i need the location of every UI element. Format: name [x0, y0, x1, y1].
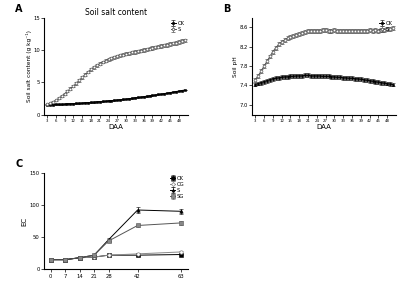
- Text: B: B: [224, 4, 231, 14]
- Legend: CK, S: CK, S: [378, 20, 393, 33]
- Legend: CK, S: CK, S: [170, 20, 185, 33]
- Y-axis label: Soil pH: Soil pH: [233, 56, 238, 77]
- Text: A: A: [15, 4, 23, 14]
- X-axis label: DAA: DAA: [108, 124, 123, 130]
- X-axis label: DAA: DAA: [317, 124, 332, 130]
- Y-axis label: EC: EC: [21, 216, 27, 226]
- Title: Soil salt content: Soil salt content: [85, 8, 147, 17]
- Text: C: C: [15, 159, 22, 169]
- Legend: CK, CG, S, SG: CK, CG, S, SG: [170, 175, 185, 200]
- Y-axis label: Soil salt content (g kg⁻¹): Soil salt content (g kg⁻¹): [26, 30, 32, 102]
